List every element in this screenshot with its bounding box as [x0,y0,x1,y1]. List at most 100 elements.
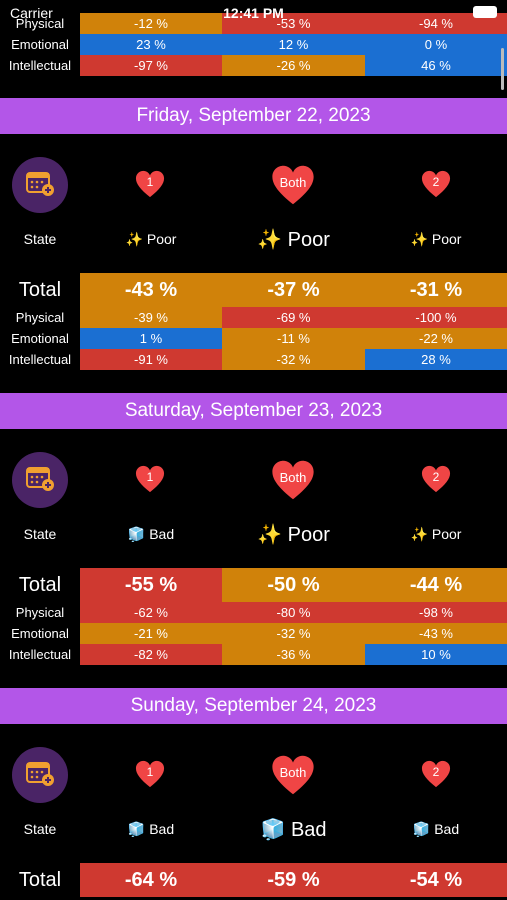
sparkles-icon: ✨ [410,526,428,542]
total-value: -64 % [80,863,222,897]
physical-value: -94 % [365,13,507,34]
emotional-row: Emotional 1 % -11 % -22 % [0,328,507,349]
physical-value: -53 % [222,13,365,34]
heart-label: Both [279,765,307,780]
emotional-value: -32 % [222,623,365,644]
carrier-label: Carrier [10,5,53,21]
heart-label: Both [279,470,307,485]
battery-icon [473,6,497,18]
physical-value: -62 % [80,602,222,623]
emotional-label: Emotional [11,37,69,52]
status-bar: Carrier 12:41 PM [0,0,507,26]
add-calendar-button[interactable] [12,157,68,213]
top-intellectual-row: Intellectual -97 % -26 % 46 % [0,55,507,76]
total-value: -43 % [80,273,222,307]
heart-label: Both [279,175,307,190]
calendar-add-icon [26,467,54,491]
state-value: ✨ Poor [257,229,330,251]
heart-label: 2 [432,470,440,484]
intellectual-row: Intellectual -91 % -32 % 28 % [0,349,507,370]
intellectual-value: -82 % [80,644,222,665]
physical-value: -12 % [80,13,222,34]
total-value: -44 % [365,568,507,602]
total-value: -54 % [365,863,507,897]
total-label: Total [18,574,62,596]
heart-icon: 1 [135,462,165,496]
intellectual-label: Intellectual [8,58,72,73]
day-header: 1 Both 2 State 🧊 Bad ✨ Poor ✨ Poor [0,442,507,587]
emotional-value: 23 % [80,34,222,55]
clock: 12:41 PM [223,5,284,21]
heart-icon: 1 [135,167,165,201]
state-label: State [23,231,57,247]
emotional-label: Emotional [11,331,69,346]
intellectual-value: -32 % [222,349,365,370]
physical-value: -39 % [80,307,222,328]
physical-row: Physical -39 % -69 % -100 % [0,307,507,328]
physical-value: -100 % [365,307,507,328]
day-header: 1 Both 2 State ✨ Poor ✨ Poor ✨ Poor [0,147,507,292]
total-row: Total -43 % -37 % -31 % [0,273,507,307]
physical-value: -80 % [222,602,365,623]
state-value: 🧊 Bad [260,819,327,841]
emotional-value: -22 % [365,328,507,349]
physical-value: -69 % [222,307,365,328]
total-row: Total -64 % -59 % -54 % [0,863,507,897]
heart-icon: Both [271,456,315,504]
heart-icon: 2 [421,757,451,791]
physical-label: Physical [15,310,65,325]
intellectual-value: -91 % [80,349,222,370]
heart-icon: Both [271,161,315,209]
intellectual-value: 46 % [365,55,507,76]
total-label: Total [18,279,62,301]
ice-cube-icon: 🧊 [412,821,431,837]
state-value: ✨ Poor [125,231,177,247]
intellectual-label: Intellectual [8,647,72,662]
physical-value: -98 % [365,602,507,623]
intellectual-value: 10 % [365,644,507,665]
sparkles-icon: ✨ [257,229,283,251]
emotional-row: Emotional -21 % -32 % -43 % [0,623,507,644]
intellectual-value: -36 % [222,644,365,665]
calendar-add-icon [26,762,54,786]
state-label: State [23,821,57,837]
emotional-value: 12 % [222,34,365,55]
date-header: Sunday, September 24, 2023 [0,688,507,724]
ice-cube-icon: 🧊 [127,526,146,542]
total-value: -31 % [365,273,507,307]
heart-label: 2 [432,765,440,779]
day-header: 1 Both 2 State 🧊 Bad 🧊 Bad 🧊 Bad [0,737,507,882]
heart-label: 1 [146,470,154,484]
heart-label: 2 [432,175,440,189]
state-value: 🧊 Bad [127,821,175,837]
state-value: ✨ Poor [257,524,330,546]
add-calendar-button[interactable] [12,747,68,803]
total-row: Total -55 % -50 % -44 % [0,568,507,602]
emotional-value: -11 % [222,328,365,349]
calendar-add-icon [26,172,54,196]
heart-icon: 1 [135,757,165,791]
top-emotional-row: Emotional 23 % 12 % 0 % [0,34,507,55]
physical-label: Physical [15,16,65,31]
add-calendar-button[interactable] [12,452,68,508]
state-value: 🧊 Bad [127,526,175,542]
emotional-label: Emotional [11,626,69,641]
emotional-value: -43 % [365,623,507,644]
total-value: -50 % [222,568,365,602]
intellectual-value: -97 % [80,55,222,76]
ice-cube-icon: 🧊 [260,819,286,841]
total-value: -37 % [222,273,365,307]
scrollbar[interactable] [501,48,504,90]
total-value: -59 % [222,863,365,897]
intellectual-value: 28 % [365,349,507,370]
sparkles-icon: ✨ [125,231,143,247]
state-value: ✨ Poor [410,526,462,542]
emotional-value: 0 % [365,34,507,55]
emotional-value: -21 % [80,623,222,644]
physical-row: Physical -62 % -80 % -98 % [0,602,507,623]
top-physical-row: Physical -12 % -53 % -94 % [0,13,507,34]
heart-icon: 2 [421,167,451,201]
heart-label: 1 [146,765,154,779]
intellectual-label: Intellectual [8,352,72,367]
state-label: State [23,526,57,542]
